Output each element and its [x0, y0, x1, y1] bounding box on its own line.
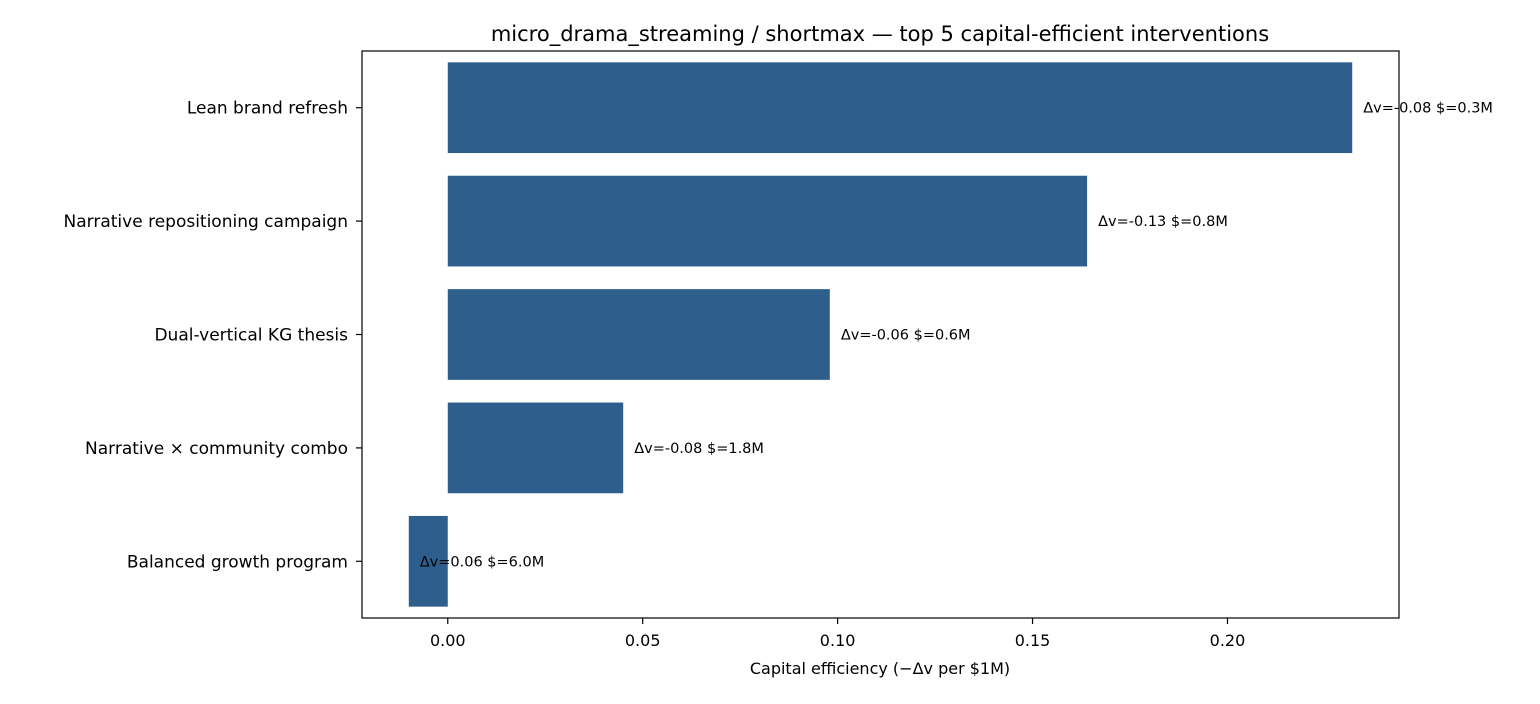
- bar: [447, 62, 1353, 154]
- y-tick-label: Dual-vertical KG thesis: [154, 326, 348, 346]
- y-axis: Lean brand refresh Narrative repositionin…: [64, 99, 362, 572]
- bar: [447, 175, 1088, 267]
- y-tick-label: Narrative × community combo: [85, 439, 348, 459]
- bars-layer: [408, 62, 1353, 607]
- data-label: Δv=-0.08 $=0.3M: [1363, 101, 1493, 117]
- y-tick-label: Lean brand refresh: [187, 99, 348, 119]
- x-tick-label: 0.20: [1210, 631, 1246, 650]
- data-label: Δv=-0.13 $=0.8M: [1098, 214, 1228, 230]
- y-tick-label: Balanced growth program: [127, 552, 348, 572]
- chart-title: micro_drama_streaming / shortmax — top 5…: [491, 22, 1269, 47]
- bar: [408, 515, 448, 607]
- x-tick-label: 0.15: [1015, 631, 1051, 650]
- bar: [447, 402, 624, 494]
- x-axis: 0.00 0.05 0.10 0.15 0.20: [430, 618, 1245, 650]
- x-tick-label: 0.10: [820, 631, 856, 650]
- bar: [447, 289, 830, 380]
- x-tick-label: 0.05: [625, 631, 661, 650]
- data-labels-layer: Δv=-0.08 $=0.3M Δv=-0.13 $=0.8M Δv=-0.06 $…: [420, 101, 1493, 571]
- data-label: Δv=-0.08 $=1.8M: [634, 441, 764, 457]
- data-label: Δv=0.06 $=6.0M: [420, 554, 545, 570]
- x-tick-label: 0.00: [430, 631, 466, 650]
- x-axis-label: Capital efficiency (−Δv per $1M): [750, 659, 1010, 678]
- y-tick-label: Narrative repositioning campaign: [64, 212, 348, 232]
- data-label: Δv=-0.06 $=0.6M: [841, 328, 971, 344]
